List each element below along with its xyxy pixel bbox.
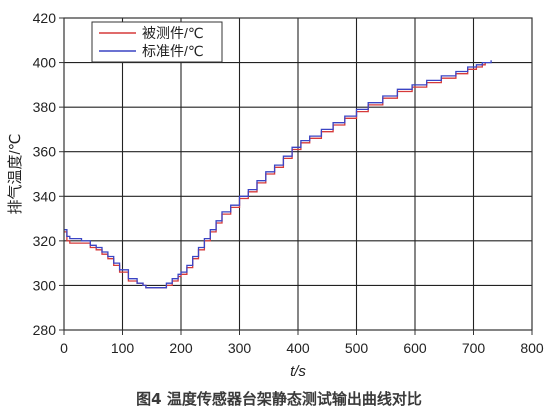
- y-tick-label: 280: [33, 322, 57, 338]
- legend-box: [91, 21, 223, 63]
- legend: 被测件/℃ 标准件/℃: [91, 21, 223, 63]
- figure-caption: 图4 温度传感器台架静态测试输出曲线对比: [136, 390, 422, 408]
- y-tick-label: 380: [33, 99, 57, 115]
- series-line-standard: [64, 60, 492, 289]
- x-tick-label: 600: [403, 340, 427, 356]
- legend-label-standard: 标准件/℃: [142, 43, 204, 59]
- grid-lines: [64, 18, 532, 330]
- x-tick-label: 100: [111, 340, 135, 356]
- y-tick-label: 400: [33, 55, 57, 71]
- y-tick-label: 340: [33, 188, 57, 204]
- y-tick-label: 320: [33, 233, 57, 249]
- tick-layer: 0 100 200 300 400 500 600 700 800 280 300 320 340 360…: [33, 10, 544, 356]
- y-tick-label: 300: [33, 277, 57, 293]
- x-tick-label: 700: [462, 340, 486, 356]
- x-tick-label: 400: [286, 340, 310, 356]
- x-tick-label: 0: [60, 340, 68, 356]
- x-axis-label: t/s: [290, 363, 306, 380]
- y-tick-label: 360: [33, 144, 57, 160]
- y-tick-label: 420: [33, 10, 57, 26]
- y-axis-label: 排气温度/℃: [7, 133, 24, 214]
- x-tick-label: 800: [520, 340, 544, 356]
- x-tick-label: 300: [228, 340, 252, 356]
- x-tick-label: 200: [169, 340, 193, 356]
- x-tick-label: 500: [345, 340, 369, 356]
- legend-label-test: 被测件/℃: [142, 25, 204, 41]
- series-layer: [64, 60, 492, 289]
